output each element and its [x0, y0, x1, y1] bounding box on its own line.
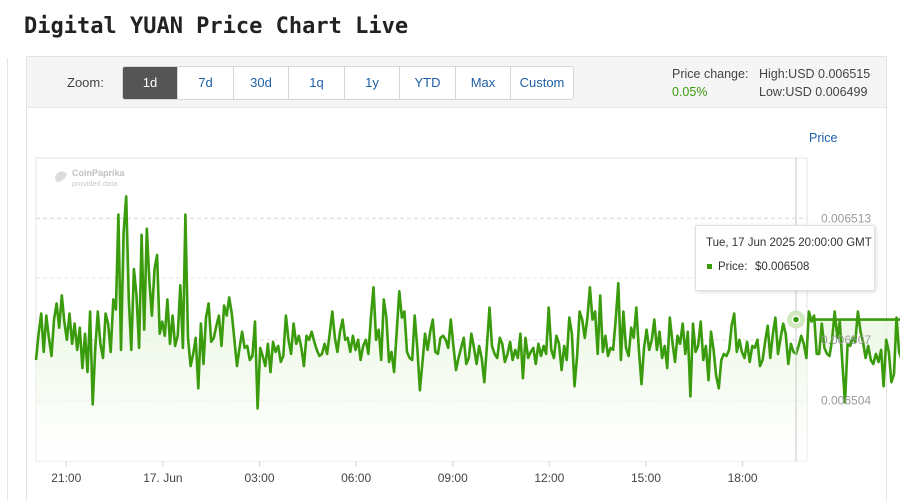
y-tick-label: 0.006507: [821, 333, 871, 347]
tooltip-title: Tue, 17 Jun 2025 20:00:00 GMT: [706, 237, 872, 249]
low-value: Low:USD 0.006499: [759, 85, 868, 99]
chart-toolbar: Zoom: 1d 7d 30d 1q 1y YTD Max Custom Pri…: [27, 57, 886, 108]
zoom-max-button[interactable]: Max: [456, 67, 511, 99]
x-tick-label: 18:00: [728, 471, 758, 485]
zoom-30d-button[interactable]: 30d: [234, 67, 289, 99]
x-tick-label: 06:00: [341, 471, 371, 485]
x-tick-label: 03:00: [244, 471, 274, 485]
watermark-name: CoinPaprika: [72, 168, 126, 178]
watermark-subtitle: provided data: [72, 179, 118, 188]
price-line: [34, 195, 900, 410]
zoom-1y-button[interactable]: 1y: [345, 67, 400, 99]
highlight-point: [791, 315, 801, 324]
zoom-button-group: 1d 7d 30d 1q 1y YTD Max Custom: [122, 66, 574, 100]
tooltip-value: $0.006508: [755, 261, 810, 273]
zoom-1d-button[interactable]: 1d: [123, 67, 178, 99]
x-tick-label: 12:00: [534, 471, 564, 485]
y-tick-label: 0.006513: [821, 212, 871, 226]
zoom-ytd-button[interactable]: YTD: [400, 67, 456, 99]
x-tick-label: 09:00: [438, 471, 468, 485]
x-tick-label: 21:00: [51, 471, 81, 485]
x-axis-ticks: 21:00 17. Jun 03:00 06:00 09:00 12:00 15:00 18:…: [51, 461, 758, 485]
zoom-label: Zoom:: [67, 75, 104, 90]
y-axis-ticks: 0.006504 0.006507 0.006513: [821, 212, 871, 408]
y-tick-label: 0.006504: [821, 393, 871, 407]
zoom-1q-button[interactable]: 1q: [289, 67, 345, 99]
sidebar-divider: [7, 58, 8, 500]
tooltip-series-label: Price:: [718, 261, 748, 273]
x-tick-label: 17. Jun: [143, 471, 182, 485]
series-marker-icon: [707, 264, 712, 269]
price-change-label: Price change:: [672, 67, 749, 81]
zoom-custom-button[interactable]: Custom: [519, 75, 565, 90]
zoom-7d-button[interactable]: 7d: [178, 67, 234, 99]
coinpaprika-logo-icon: [55, 171, 67, 183]
page-title: Digital YUAN Price Chart Live: [24, 14, 409, 39]
watermark: CoinPaprika provided data: [55, 168, 126, 188]
price-change-value: 0.05%: [672, 85, 708, 99]
x-tick-label: 15:00: [631, 471, 661, 485]
chart-tooltip: Tue, 17 Jun 2025 20:00:00 GMT Price: $0.…: [695, 225, 875, 291]
high-value: High:USD 0.006515: [759, 67, 871, 81]
y-axis-title: Price: [809, 131, 838, 145]
price-area: [36, 196, 900, 461]
